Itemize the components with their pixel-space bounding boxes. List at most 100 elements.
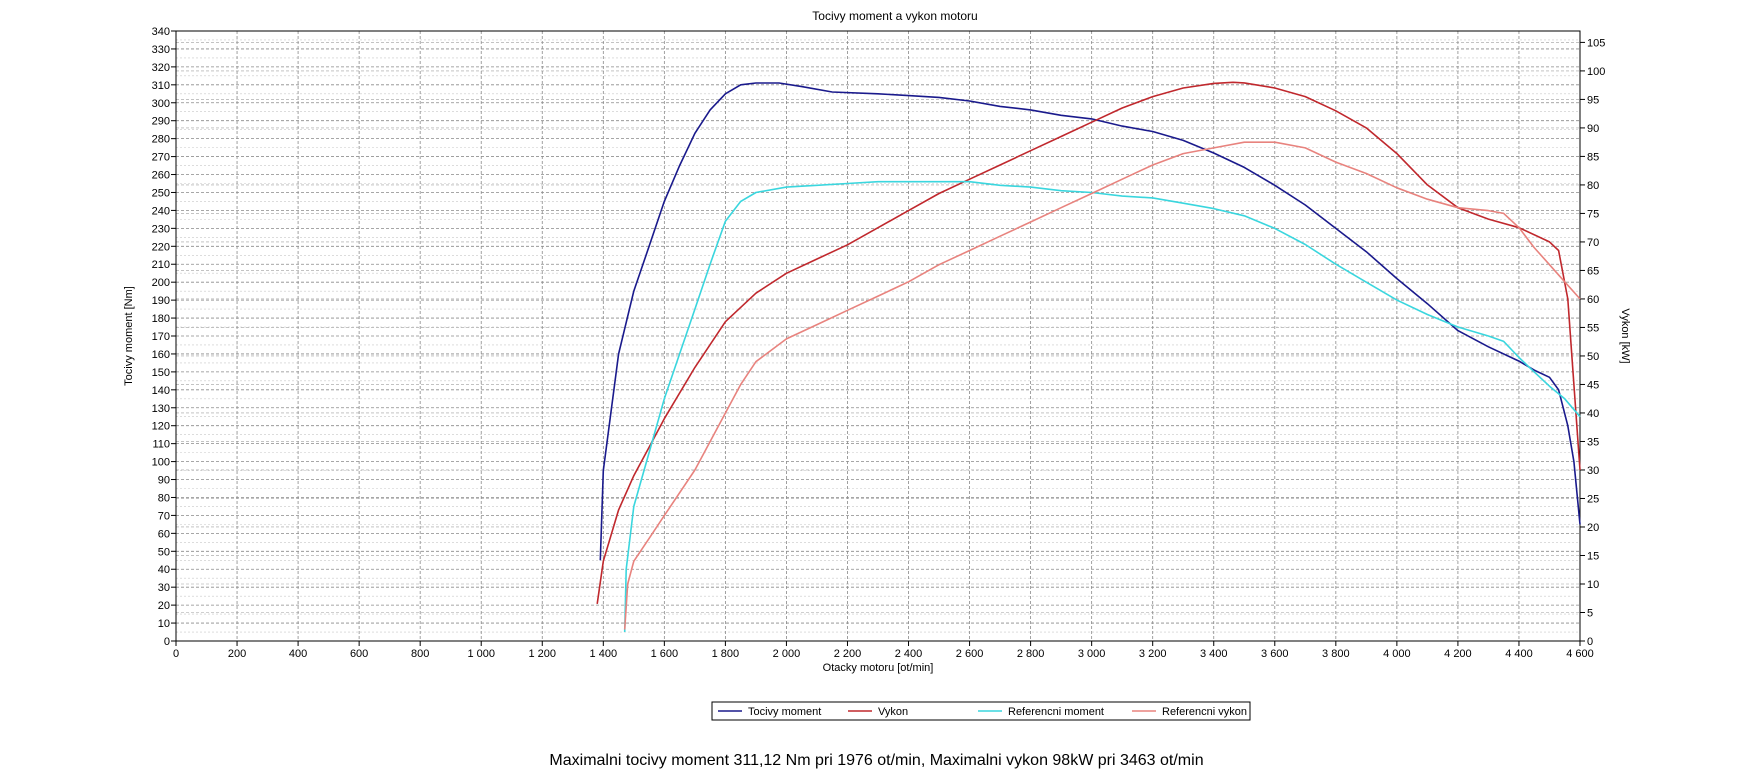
- x-tick-label: 0: [173, 648, 179, 660]
- y2-tick-label: 75: [1587, 208, 1599, 220]
- x-tick-label: 600: [350, 648, 368, 660]
- y2-tick-label: 0: [1587, 636, 1593, 648]
- y-tick-label: 230: [152, 223, 170, 235]
- x-tick-label: 4 000: [1383, 648, 1411, 660]
- x-tick-label: 1 600: [651, 648, 679, 660]
- y2-tick-label: 100: [1587, 66, 1605, 78]
- x-tick-label: 3 400: [1200, 648, 1228, 660]
- y-tick-label: 330: [152, 44, 170, 56]
- y-axis-right: 0 5 10 15 20 25 30 35 40 45 50 55 60 65 70 75 80 85 90 95 10…: [1580, 37, 1605, 648]
- x-tick-label: 1 800: [712, 648, 740, 660]
- series-tocivy-moment: [599, 82, 1581, 561]
- y2-tick-label: 30: [1587, 465, 1599, 477]
- y2-axis-label: Vykon [kW]: [1619, 308, 1631, 363]
- y2-tick-label: 65: [1587, 265, 1599, 277]
- y2-tick-label: 10: [1587, 579, 1599, 591]
- x-axis-label: Otacky motoru [ot/min]: [823, 662, 934, 674]
- y-tick-label: 300: [152, 98, 170, 110]
- y-tick-label: 130: [152, 403, 170, 415]
- x-tick-label: 2 400: [895, 648, 923, 660]
- y-axis-left: 0 10 20 30 40 50 60 70 80 90 100 110 120 130 140 150 160…: [152, 26, 176, 648]
- x-tick-label: 3 200: [1139, 648, 1167, 660]
- y2-tick-label: 70: [1587, 237, 1599, 249]
- y-tick-label: 170: [152, 331, 170, 343]
- y-tick-label: 50: [158, 546, 170, 558]
- y2-tick-label: 20: [1587, 522, 1599, 534]
- y2-tick-label: 45: [1587, 379, 1599, 391]
- x-tick-label: 2 000: [773, 648, 801, 660]
- y-tick-label: 90: [158, 475, 170, 487]
- legend-label-referencni-vykon: Referencni vykon: [1162, 706, 1247, 718]
- x-tick-label: 3 600: [1261, 648, 1289, 660]
- y2-tick-label: 90: [1587, 123, 1599, 135]
- y2-tick-label: 50: [1587, 351, 1599, 363]
- summary-text: Maximalni tocivy moment 311,12 Nm pri 19…: [549, 752, 1204, 769]
- x-tick-label: 400: [289, 648, 307, 660]
- y-tick-label: 210: [152, 259, 170, 271]
- legend-label-vykon: Vykon: [878, 706, 908, 718]
- x-tick-label: 1 400: [590, 648, 618, 660]
- y-tick-label: 260: [152, 170, 170, 182]
- x-tick-label: 3 000: [1078, 648, 1106, 660]
- y-tick-label: 70: [158, 510, 170, 522]
- series-vykon: [596, 81, 1581, 605]
- y-tick-label: 160: [152, 349, 170, 361]
- x-tick-label: 4 600: [1566, 648, 1594, 660]
- y-tick-label: 100: [152, 457, 170, 469]
- y-tick-label: 30: [158, 582, 170, 594]
- x-tick-label: 800: [411, 648, 429, 660]
- legend-label-referencni-moment: Referencni moment: [1008, 706, 1104, 718]
- x-tick-label: 2 200: [834, 648, 862, 660]
- x-tick-label: 1 200: [528, 648, 556, 660]
- x-tick-label: 4 200: [1444, 648, 1472, 660]
- x-tick-label: 2 800: [1017, 648, 1045, 660]
- legend: Tocivy moment Vykon Referencni moment Refer…: [711, 701, 1251, 721]
- y-tick-label: 80: [158, 492, 170, 504]
- y-tick-label: 320: [152, 62, 170, 74]
- y2-tick-label: 95: [1587, 94, 1599, 106]
- y-tick-label: 270: [152, 152, 170, 164]
- x-tick-label: 1 000: [467, 648, 495, 660]
- y2-tick-label: 40: [1587, 408, 1599, 420]
- y-tick-label: 190: [152, 295, 170, 307]
- y-tick-label: 20: [158, 600, 170, 612]
- y-tick-label: 110: [152, 439, 170, 451]
- series-referencni-vykon: [623, 141, 1581, 630]
- chart-title: Tocivy moment a vykon motoru: [812, 9, 977, 23]
- y2-tick-label: 35: [1587, 436, 1599, 448]
- y2-tick-label: 105: [1587, 37, 1605, 49]
- y2-tick-label: 5: [1587, 607, 1593, 619]
- y-tick-label: 250: [152, 187, 170, 199]
- y-tick-label: 150: [152, 367, 170, 379]
- grid: [175, 30, 1581, 642]
- y-tick-label: 0: [164, 636, 170, 648]
- x-tick-label: 2 600: [956, 648, 984, 660]
- x-tick-label: 3 800: [1322, 648, 1350, 660]
- y2-tick-label: 15: [1587, 550, 1599, 562]
- x-tick-label: 200: [228, 648, 246, 660]
- y-tick-label: 200: [152, 277, 170, 289]
- y2-tick-label: 55: [1587, 322, 1599, 334]
- y-tick-label: 340: [152, 26, 170, 38]
- y-tick-label: 180: [152, 313, 170, 325]
- y2-tick-label: 25: [1587, 493, 1599, 505]
- y-tick-label: 120: [152, 421, 170, 433]
- legend-label-tocivy-moment: Tocivy moment: [748, 706, 821, 718]
- x-tick-label: 4 400: [1505, 648, 1533, 660]
- y-tick-label: 280: [152, 134, 170, 146]
- x-axis: 0 200 400 600 800 1 000 1 200 1 400 1 600 1 800 2 …: [173, 641, 1594, 660]
- y2-tick-label: 80: [1587, 180, 1599, 192]
- series-layer: [596, 81, 1581, 633]
- y-tick-label: 290: [152, 116, 170, 128]
- y-tick-label: 60: [158, 528, 170, 540]
- y-tick-label: 220: [152, 241, 170, 253]
- y-tick-label: 140: [152, 385, 170, 397]
- y2-tick-label: 60: [1587, 294, 1599, 306]
- y2-tick-label: 85: [1587, 151, 1599, 163]
- y-tick-label: 10: [158, 618, 170, 630]
- series-referencni-moment: [623, 180, 1581, 633]
- y-tick-label: 40: [158, 564, 170, 576]
- y-axis-label: Tocivy moment [Nm]: [123, 286, 135, 386]
- y-tick-label: 240: [152, 205, 170, 217]
